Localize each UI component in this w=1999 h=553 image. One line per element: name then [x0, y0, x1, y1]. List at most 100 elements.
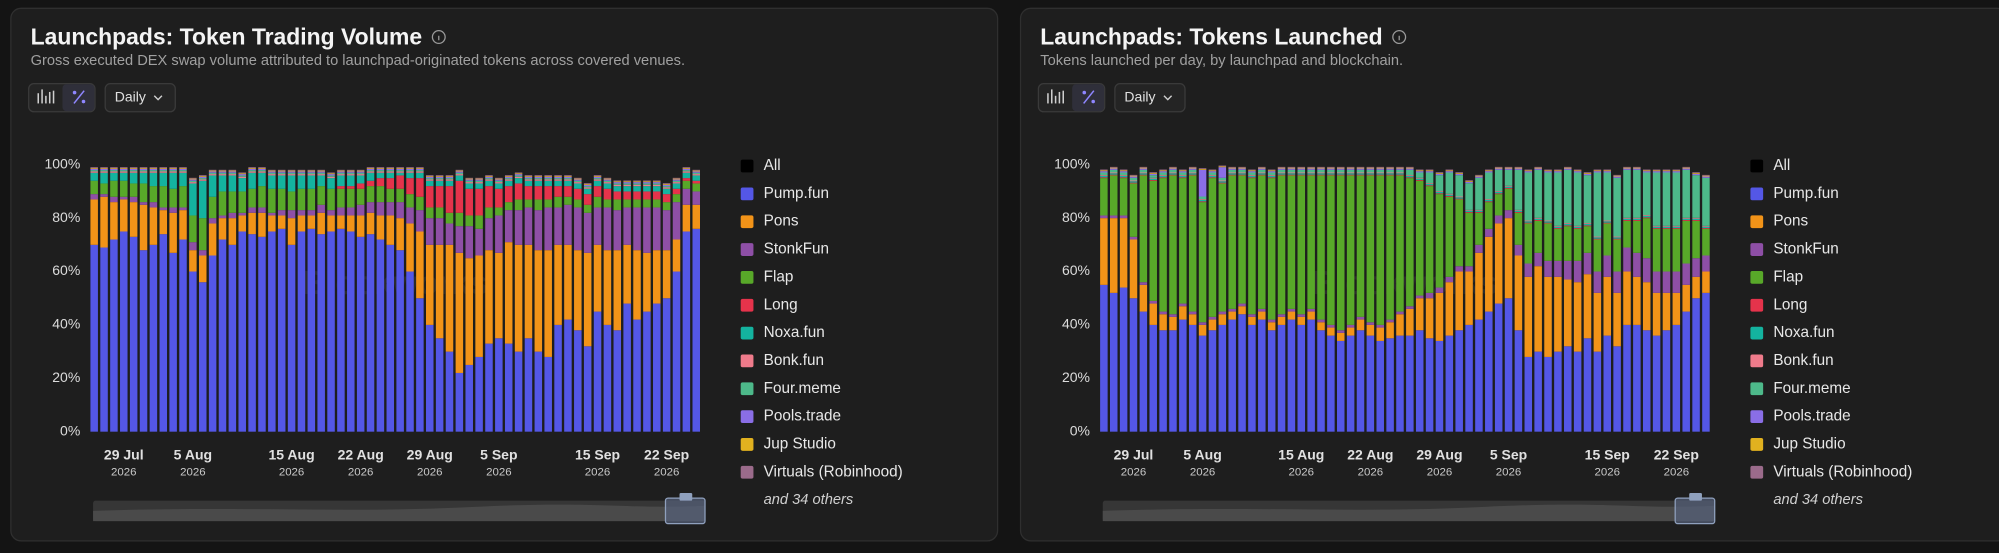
navigator-grip[interactable] [1689, 492, 1702, 501]
bar-segment [1307, 174, 1315, 176]
bar-segment [1642, 258, 1651, 283]
bar-segment [633, 180, 641, 182]
legend-label[interactable]: Long [1773, 296, 1807, 313]
bar-segment [297, 172, 306, 175]
bar-segment [435, 176, 444, 179]
bar-segment [1702, 177, 1710, 226]
legend-swatch[interactable] [740, 326, 754, 340]
legend-label[interactable]: All [764, 157, 781, 174]
bar-segment [1633, 252, 1641, 277]
bar-segment [583, 194, 592, 205]
bar-segment [1139, 174, 1148, 176]
bar-segment [248, 167, 256, 168]
bar-segment [1129, 175, 1138, 177]
legend-swatch[interactable] [1750, 159, 1764, 173]
legend-swatch[interactable] [1750, 243, 1764, 256]
bar-segment [1169, 169, 1177, 173]
legend-label[interactable]: Bonk.fun [1773, 352, 1833, 369]
bar-segment [1228, 167, 1236, 169]
legend-swatch[interactable] [1750, 410, 1764, 423]
legend-swatch[interactable] [740, 465, 754, 479]
bar-segment [1287, 172, 1296, 174]
interval-button[interactable] [1114, 83, 1186, 113]
legend-label[interactable]: Jup Studio [764, 435, 836, 452]
legend-label[interactable]: Jup Studio [1773, 435, 1845, 452]
bar-segment [1376, 327, 1384, 341]
bar-segment [337, 215, 345, 229]
bar-segment [1682, 169, 1690, 218]
legend-label[interactable]: Pools.trade [1773, 408, 1850, 425]
interval-label[interactable]: Daily [1124, 88, 1155, 104]
legend-label[interactable]: Noxa.fun [764, 324, 825, 341]
navigator-handle[interactable] [664, 497, 706, 525]
legend-label[interactable]: Four.meme [764, 380, 841, 397]
legend-label[interactable]: Bonk.fun [764, 352, 824, 369]
bar-segment [1633, 220, 1641, 221]
legend-label[interactable]: All [1773, 157, 1790, 174]
bar-segment [475, 182, 483, 184]
bar-segment [534, 210, 543, 251]
bar-segment [1564, 167, 1572, 169]
legend-swatch[interactable] [1750, 438, 1764, 451]
legend-label[interactable]: Pools.trade [764, 408, 841, 425]
legend-swatch[interactable] [1750, 271, 1764, 284]
navigator-area [1102, 504, 1715, 522]
info-icon[interactable] [431, 30, 446, 45]
legend-swatch[interactable] [740, 187, 754, 201]
bar-segment [435, 244, 444, 339]
interval-button[interactable] [104, 83, 176, 113]
bar-segment [524, 178, 533, 180]
bar-segment [1544, 220, 1552, 222]
legend-label[interactable]: StonkFun [1773, 241, 1838, 258]
navigator-handle[interactable] [1674, 497, 1716, 525]
bar-segment [1119, 177, 1128, 179]
legend-swatch[interactable] [740, 215, 754, 229]
legend-label[interactable]: Flap [1773, 268, 1803, 285]
legend-label[interactable]: Pump.fun [1773, 185, 1838, 202]
navigator-grip[interactable] [679, 492, 693, 501]
legend-swatch[interactable] [1750, 382, 1764, 396]
bar-segment [1198, 199, 1207, 202]
bar-segment [1317, 167, 1325, 169]
legend-swatch[interactable] [740, 354, 754, 368]
bar-segment [1277, 168, 1286, 170]
bar-segment [1633, 167, 1641, 169]
legend-label[interactable]: Four.meme [1773, 380, 1850, 397]
legend-swatch[interactable] [1750, 354, 1764, 368]
bar-segment [514, 199, 523, 211]
legend-swatch[interactable] [740, 159, 754, 173]
legend-label[interactable]: Pons [1773, 213, 1808, 230]
legend-label[interactable]: Virtuals (Robinhood) [764, 463, 903, 480]
legend-swatch[interactable] [740, 298, 754, 312]
bar-segment [682, 168, 691, 171]
legend-swatch[interactable] [1750, 326, 1764, 340]
bar-segment [307, 228, 316, 432]
legend-swatch[interactable] [740, 243, 754, 256]
legend-label[interactable]: Virtuals (Robinhood) [1773, 463, 1912, 480]
legend-swatch[interactable] [1750, 465, 1764, 479]
legend-label[interactable]: Noxa.fun [1773, 324, 1834, 341]
interval-label[interactable]: Daily [115, 88, 146, 104]
bar-segment [623, 180, 631, 182]
legend-swatch[interactable] [740, 382, 754, 396]
legend-label[interactable]: Long [764, 296, 798, 313]
info-icon[interactable] [1392, 30, 1407, 45]
legend-label[interactable]: Pump.fun [764, 185, 829, 202]
legend-swatch[interactable] [740, 271, 754, 284]
bar-segment [1642, 171, 1651, 173]
legend-swatch[interactable] [1750, 215, 1764, 229]
legend-swatch[interactable] [740, 410, 754, 423]
legend-swatch[interactable] [1750, 187, 1764, 201]
bar-segment [1346, 169, 1355, 173]
bar-segment [337, 175, 345, 187]
bar-segment [1435, 191, 1444, 192]
bar-segment [1277, 175, 1286, 315]
bar-segment [455, 174, 464, 176]
legend-swatch[interactable] [1750, 298, 1764, 312]
legend-label[interactable]: StonkFun [764, 241, 829, 258]
bar-segment [445, 223, 454, 245]
legend-swatch[interactable] [740, 438, 754, 451]
bar-segment [1258, 308, 1266, 312]
legend-label[interactable]: Flap [764, 268, 794, 285]
legend-label[interactable]: Pons [764, 213, 799, 230]
